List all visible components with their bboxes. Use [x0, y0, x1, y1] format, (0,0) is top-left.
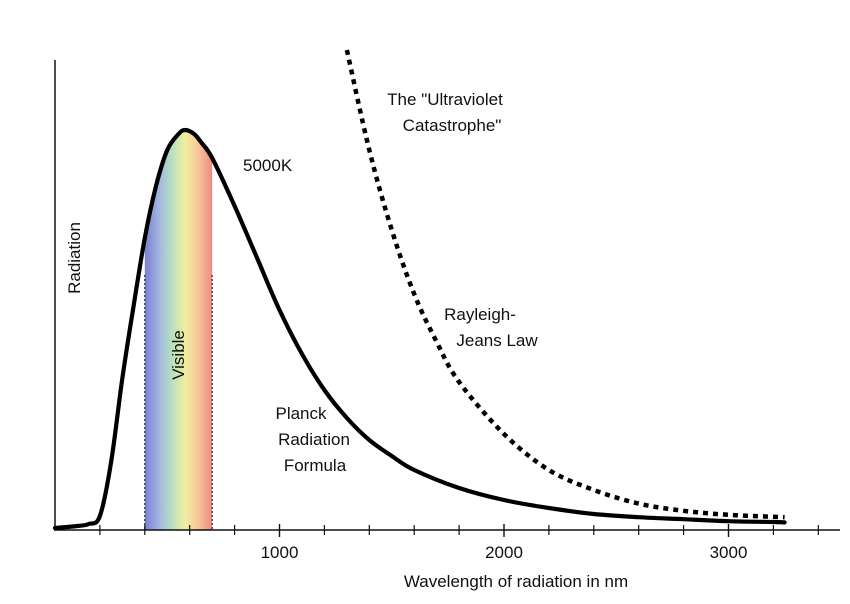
x-tick-label: 2000	[485, 543, 523, 562]
rayleigh-jeans-curve	[344, 49, 785, 520]
series-layer	[52, 49, 787, 531]
planck-label-line3: Formula	[284, 456, 347, 475]
visible-band	[144, 130, 213, 530]
visible-spectrum-fill	[144, 130, 213, 530]
temperature-label: 5000K	[243, 156, 293, 175]
planck-curve	[52, 127, 787, 531]
planck-label-line1: Planck	[275, 404, 327, 423]
axes: 1000 2000 3000	[54, 60, 840, 562]
x-tick-label: 3000	[710, 543, 748, 562]
ultraviolet-catastrophe-label-line1: The "Ultraviolet	[387, 90, 503, 109]
rayleigh-jeans-label-line2: Jeans Law	[456, 331, 538, 350]
planck-label-line2: Radiation	[278, 430, 350, 449]
x-axis-label: Wavelength of radiation in nm	[404, 572, 628, 591]
ultraviolet-catastrophe-label-line2: Catastrophe"	[403, 116, 502, 135]
y-axis-label: Radiation	[65, 222, 84, 294]
visible-band-label: Visible	[169, 330, 188, 380]
rayleigh-jeans-label-line1: Rayleigh-	[444, 305, 516, 324]
x-tick-label: 1000	[261, 543, 299, 562]
